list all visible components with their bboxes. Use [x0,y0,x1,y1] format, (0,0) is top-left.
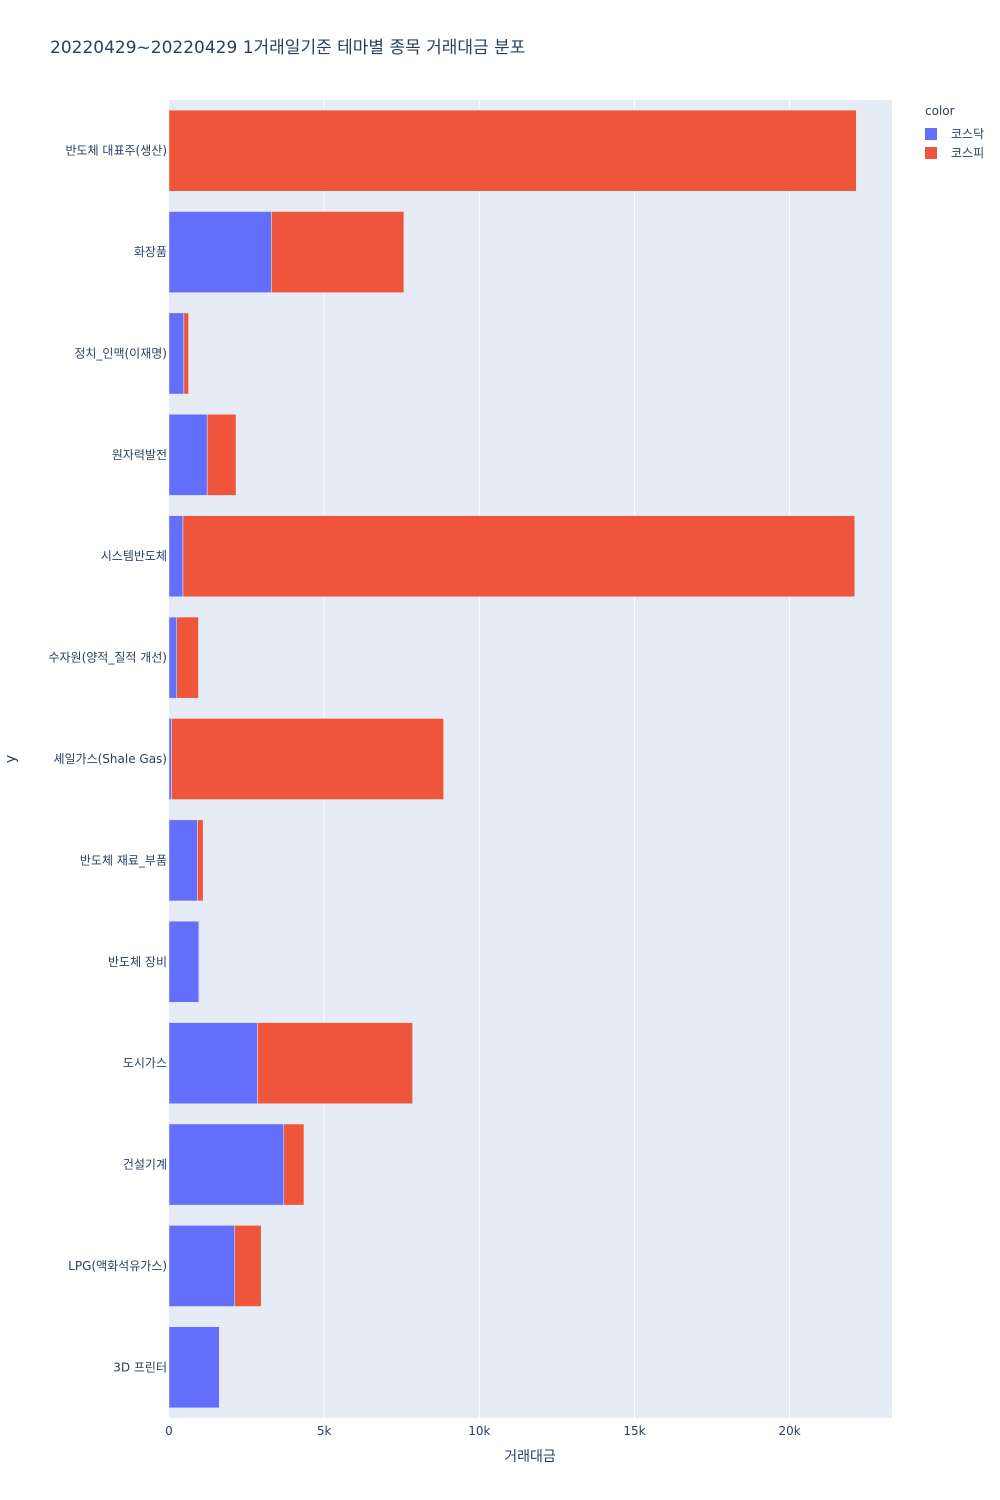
bar-코스닥-2[interactable] [168,312,185,395]
bar-코스닥-8[interactable] [168,920,200,1003]
y-tick-label: 반도체 재료_부품 [80,853,167,867]
chart-title: 20220429~20220429 1거래일기준 테마별 종목 거래대금 분포 [50,38,526,58]
y-tick-label: 반도체 장비 [108,955,167,969]
bar-코스피-6[interactable] [171,718,444,800]
y-tick-label: 건설기계 [123,1158,167,1172]
bar-코스닥-7[interactable] [168,819,198,902]
legend-swatch [925,127,937,140]
bar-코스닥-3[interactable] [168,414,208,496]
y-tick-label: 화장품 [134,245,167,259]
y-tick-label: 원자력발전 [112,448,167,462]
y-tick-label: 반도체 대표주(생산) [66,144,168,158]
bar-코스닥-6[interactable] [168,718,172,800]
y-tick-label: 수자원(양적_질적 개선) [48,651,167,665]
legend-item[interactable]: 코스피 [925,143,984,162]
bar-코스피-10[interactable] [283,1123,305,1206]
bars [168,109,857,1409]
bar-코스피-8[interactable] [198,920,200,1003]
legend-item[interactable]: 코스닥 [925,124,984,143]
x-tick-label: 10k [468,1424,490,1438]
y-axis-title: y [3,755,19,763]
bar-코스닥-4[interactable] [168,515,184,598]
bar-코스피-4[interactable] [182,515,856,598]
y-tick-label: 도시가스 [123,1056,167,1070]
x-tick-labels: 0 5k 10k 15k 20k [165,1424,801,1438]
bar-코스닥-11[interactable] [168,1225,236,1307]
bar-코스피-0[interactable] [168,109,857,192]
bar-코스피-11[interactable] [234,1225,262,1307]
legend-label: 코스피 [951,146,985,160]
y-tick-label: 셰일가스(Shale Gas) [53,752,167,766]
y-tick-label: 정치_인맥(이재명) [74,346,167,360]
legend-swatch [925,146,937,159]
bar-코스닥-10[interactable] [168,1123,285,1206]
legend-title: color [925,104,955,118]
x-tick-label: 20k [778,1424,800,1438]
bar-코스닥-5[interactable] [168,616,178,699]
bar-코스닥-9[interactable] [168,1022,258,1104]
bar-코스닥-1[interactable] [168,211,272,293]
legend-label: 코스닥 [951,127,985,141]
bar-코스피-3[interactable] [206,414,237,496]
bar-코스피-7[interactable] [197,819,204,902]
x-tick-label: 15k [623,1424,645,1438]
bar-코스닥-12[interactable] [168,1326,220,1409]
bar-코스피-5[interactable] [176,616,199,699]
y-tick-label: 3D 프린터 [113,1360,167,1374]
x-tick-label: 0 [165,1424,173,1438]
y-tick-label: 시스템반도체 [101,549,167,563]
bar-코스피-1[interactable] [271,211,405,293]
bar-코스피-9[interactable] [257,1022,413,1104]
x-tick-label: 5k [317,1424,332,1438]
y-tick-label: LPG(액화석유가스) [68,1259,167,1273]
bar-코스피-2[interactable] [183,312,189,395]
x-axis-title: 거래대금 [504,1449,556,1465]
